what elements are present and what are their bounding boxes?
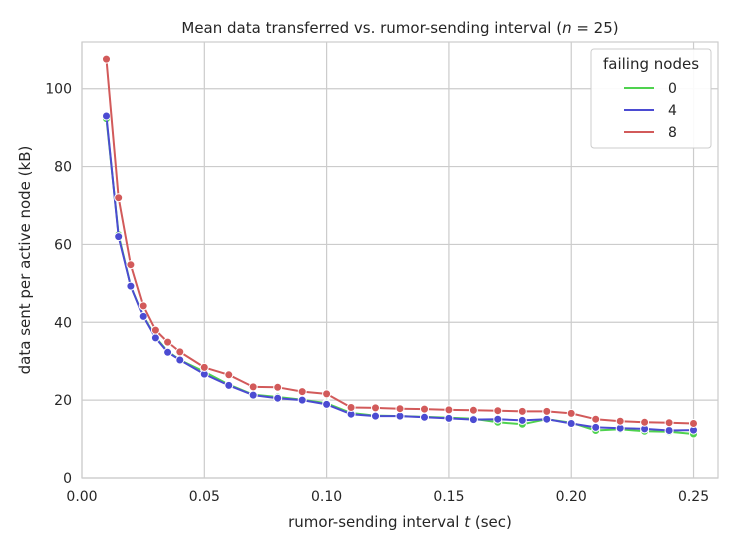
data-point <box>371 411 380 421</box>
data-point <box>664 426 674 435</box>
y-axis-label: data sent per active node (kB) <box>16 146 34 375</box>
data-point <box>224 370 234 380</box>
x-tick-label: 0.00 <box>66 489 97 505</box>
data-point <box>114 193 124 203</box>
data-point <box>163 337 173 347</box>
data-point <box>248 382 258 392</box>
data-point <box>420 412 429 422</box>
x-tick-label: 0.10 <box>311 489 342 505</box>
y-tick-label: 20 <box>54 393 72 409</box>
data-point <box>371 403 380 413</box>
legend-label: 4 <box>668 103 677 119</box>
data-point <box>138 311 148 321</box>
legend: failing nodes 0 4 8 <box>590 48 712 149</box>
y-tick-label: 100 <box>45 82 72 98</box>
data-point <box>199 362 209 372</box>
series-line <box>105 115 694 432</box>
data-point <box>542 414 552 424</box>
data-point <box>689 419 698 428</box>
data-point <box>297 395 307 405</box>
data-point <box>273 393 283 403</box>
data-point <box>273 382 283 392</box>
legend-box <box>590 48 712 149</box>
data-point <box>468 405 478 415</box>
data-point <box>322 399 332 409</box>
x-tick-label: 0.15 <box>433 489 464 505</box>
legend-title: failing nodes <box>603 55 699 73</box>
data-point <box>566 408 576 418</box>
data-point <box>591 414 601 424</box>
data-point <box>444 413 454 423</box>
y-tick-label: 60 <box>54 237 72 253</box>
data-point <box>224 380 234 390</box>
data-point <box>517 406 527 416</box>
legend-label: 8 <box>668 125 677 141</box>
data-point <box>297 387 307 397</box>
data-point <box>346 403 356 412</box>
data-point <box>640 417 650 427</box>
data-point <box>591 422 601 432</box>
data-point <box>150 333 160 343</box>
data-point <box>517 415 527 425</box>
series-line <box>105 59 694 425</box>
y-tick-label: 80 <box>54 160 72 176</box>
series-layer <box>102 54 698 439</box>
y-tick-label: 0 <box>63 471 72 487</box>
data-point <box>248 390 258 400</box>
data-point <box>493 406 503 416</box>
data-point <box>102 111 111 121</box>
y-tick-label: 40 <box>54 315 72 331</box>
data-point <box>468 415 478 425</box>
data-point <box>566 419 576 428</box>
data-point <box>420 404 429 414</box>
data-point <box>664 418 674 428</box>
data-point <box>175 347 185 357</box>
x-tick-label: 0.25 <box>678 489 709 505</box>
data-point <box>150 325 160 335</box>
data-point <box>322 389 332 399</box>
data-point <box>163 347 173 357</box>
data-point <box>126 281 136 291</box>
legend-label: 0 <box>668 81 677 97</box>
data-point <box>444 405 454 415</box>
data-point <box>542 406 552 416</box>
data-point <box>114 232 124 242</box>
series-8 <box>102 54 698 428</box>
data-point <box>126 260 136 270</box>
data-point <box>615 416 625 426</box>
x-axis-label: rumor-sending interval t (sec) <box>288 513 512 531</box>
data-point <box>395 404 405 414</box>
data-point <box>102 54 111 64</box>
data-point <box>138 301 148 311</box>
x-tick-label: 0.20 <box>556 489 587 505</box>
grid-lines <box>81 42 718 479</box>
data-point <box>493 414 503 424</box>
x-tick-label: 0.05 <box>189 489 220 505</box>
data-point <box>175 355 185 365</box>
chart-title: Mean data transferred vs. rumor-sending … <box>181 19 618 37</box>
data-point <box>395 411 405 421</box>
